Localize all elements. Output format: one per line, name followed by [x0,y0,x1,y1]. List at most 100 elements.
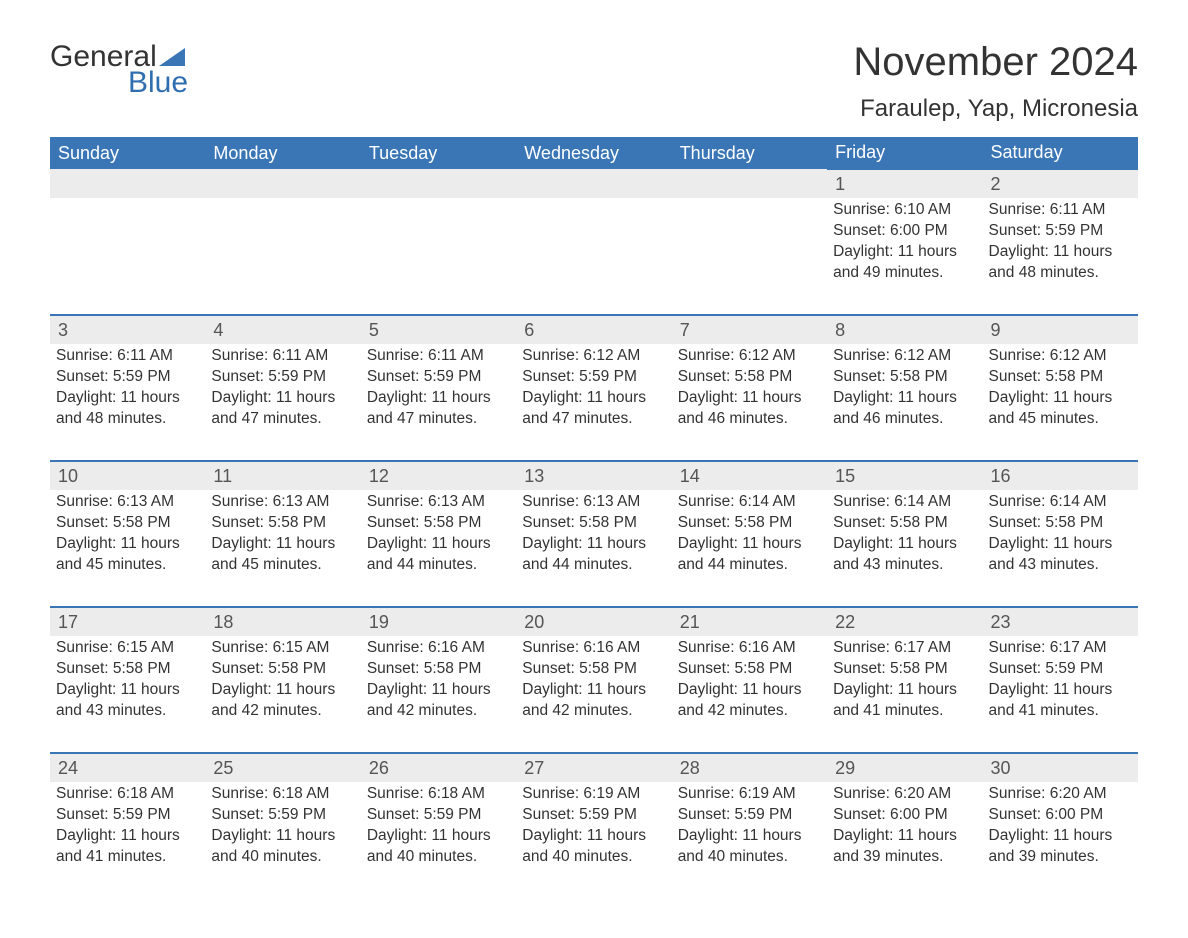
day-number-cell: 18 [205,607,360,636]
day-number-cell: 11 [205,461,360,490]
sunrise-line: Sunrise: 6:18 AM [211,784,354,805]
day-content-cell: Sunrise: 6:14 AMSunset: 5:58 PMDaylight:… [672,490,827,607]
day-number-cell: 27 [516,753,671,782]
day-number-cell: 4 [205,315,360,344]
day-number-cell: 8 [827,315,982,344]
weekday-header-row: Sunday Monday Tuesday Wednesday Thursday… [50,137,1138,169]
sunrise-line: Sunrise: 6:17 AM [833,638,976,659]
day-number-cell: 23 [983,607,1138,636]
calendar-table: Sunday Monday Tuesday Wednesday Thursday… [50,137,1138,898]
daylight-line: Daylight: 11 hours and 44 minutes. [367,534,510,576]
sunset-line: Sunset: 5:58 PM [833,367,976,388]
sunrise-line: Sunrise: 6:20 AM [989,784,1132,805]
sunrise-line: Sunrise: 6:11 AM [56,346,199,367]
sunset-line: Sunset: 5:58 PM [678,513,821,534]
sunset-line: Sunset: 6:00 PM [833,805,976,826]
sunset-line: Sunset: 5:58 PM [678,367,821,388]
sunset-line: Sunset: 5:58 PM [522,513,665,534]
sunset-line: Sunset: 5:59 PM [989,659,1132,680]
sunset-line: Sunset: 6:00 PM [833,221,976,242]
daylight-line: Daylight: 11 hours and 48 minutes. [56,388,199,430]
daylight-line: Daylight: 11 hours and 39 minutes. [833,826,976,868]
day-content-cell: Sunrise: 6:20 AMSunset: 6:00 PMDaylight:… [983,782,1138,898]
day-content-cell: Sunrise: 6:19 AMSunset: 5:59 PMDaylight:… [516,782,671,898]
day-number-cell [672,169,827,198]
logo-triangle-icon [159,48,185,66]
weekday-header: Friday [827,137,982,169]
day-number-row: 3456789 [50,315,1138,344]
daylight-line: Daylight: 11 hours and 40 minutes. [367,826,510,868]
day-content-cell: Sunrise: 6:14 AMSunset: 5:58 PMDaylight:… [827,490,982,607]
day-number-cell: 14 [672,461,827,490]
day-number-cell: 25 [205,753,360,782]
day-number-cell: 5 [361,315,516,344]
sunrise-line: Sunrise: 6:15 AM [211,638,354,659]
day-content-cell: Sunrise: 6:16 AMSunset: 5:58 PMDaylight:… [516,636,671,753]
calendar-body: 12 Sunrise: 6:10 AMSunset: 6:00 PMDayligh… [50,169,1138,898]
sunrise-line: Sunrise: 6:13 AM [211,492,354,513]
sunrise-line: Sunrise: 6:14 AM [678,492,821,513]
sunset-line: Sunset: 6:00 PM [989,805,1132,826]
day-number-cell: 17 [50,607,205,636]
weekday-header: Saturday [983,137,1138,169]
daylight-line: Daylight: 11 hours and 47 minutes. [367,388,510,430]
sunset-line: Sunset: 5:59 PM [367,805,510,826]
daylight-line: Daylight: 11 hours and 40 minutes. [678,826,821,868]
day-number-cell [205,169,360,198]
sunrise-line: Sunrise: 6:16 AM [522,638,665,659]
logo: General Blue [50,40,188,100]
day-number-cell [516,169,671,198]
sunset-line: Sunset: 5:59 PM [56,367,199,388]
sunrise-line: Sunrise: 6:20 AM [833,784,976,805]
daylight-line: Daylight: 11 hours and 40 minutes. [211,826,354,868]
daylight-line: Daylight: 11 hours and 43 minutes. [56,680,199,722]
day-number-cell: 9 [983,315,1138,344]
sunrise-line: Sunrise: 6:12 AM [678,346,821,367]
day-content-cell: Sunrise: 6:19 AMSunset: 5:59 PMDaylight:… [672,782,827,898]
day-content-cell [672,198,827,315]
day-content-cell: Sunrise: 6:16 AMSunset: 5:58 PMDaylight:… [672,636,827,753]
sunset-line: Sunset: 5:59 PM [522,367,665,388]
daylight-line: Daylight: 11 hours and 49 minutes. [833,242,976,284]
sunrise-line: Sunrise: 6:19 AM [678,784,821,805]
day-content-cell: Sunrise: 6:13 AMSunset: 5:58 PMDaylight:… [361,490,516,607]
sunset-line: Sunset: 5:58 PM [211,513,354,534]
day-number-cell: 22 [827,607,982,636]
day-content-cell: Sunrise: 6:15 AMSunset: 5:58 PMDaylight:… [50,636,205,753]
daylight-line: Daylight: 11 hours and 45 minutes. [211,534,354,576]
day-content-cell: Sunrise: 6:14 AMSunset: 5:58 PMDaylight:… [983,490,1138,607]
day-content-cell: Sunrise: 6:20 AMSunset: 6:00 PMDaylight:… [827,782,982,898]
day-content-cell: Sunrise: 6:10 AMSunset: 6:00 PMDaylight:… [827,198,982,315]
sunset-line: Sunset: 5:58 PM [56,659,199,680]
day-number-cell: 10 [50,461,205,490]
day-content-cell: Sunrise: 6:18 AMSunset: 5:59 PMDaylight:… [361,782,516,898]
day-number-cell: 7 [672,315,827,344]
sunrise-line: Sunrise: 6:14 AM [833,492,976,513]
day-number-cell: 21 [672,607,827,636]
day-content-cell: Sunrise: 6:18 AMSunset: 5:59 PMDaylight:… [50,782,205,898]
day-content-cell [516,198,671,315]
month-title: November 2024 [853,40,1138,85]
sunset-line: Sunset: 5:58 PM [833,659,976,680]
sunrise-line: Sunrise: 6:19 AM [522,784,665,805]
day-number-cell: 12 [361,461,516,490]
day-content-cell: Sunrise: 6:11 AMSunset: 5:59 PMDaylight:… [983,198,1138,315]
daylight-line: Daylight: 11 hours and 47 minutes. [522,388,665,430]
day-content-cell: Sunrise: 6:12 AMSunset: 5:58 PMDaylight:… [672,344,827,461]
day-number-row: 10111213141516 [50,461,1138,490]
sunrise-line: Sunrise: 6:11 AM [211,346,354,367]
daylight-line: Daylight: 11 hours and 45 minutes. [989,388,1132,430]
day-content-cell: Sunrise: 6:17 AMSunset: 5:58 PMDaylight:… [827,636,982,753]
sunrise-line: Sunrise: 6:12 AM [989,346,1132,367]
sunrise-line: Sunrise: 6:13 AM [56,492,199,513]
sunset-line: Sunset: 5:58 PM [989,513,1132,534]
logo-text-blue: Blue [128,66,188,100]
sunset-line: Sunset: 5:59 PM [678,805,821,826]
day-content-cell: Sunrise: 6:12 AMSunset: 5:59 PMDaylight:… [516,344,671,461]
day-content-cell [205,198,360,315]
day-number-cell: 19 [361,607,516,636]
weekday-header: Tuesday [361,137,516,169]
sunrise-line: Sunrise: 6:12 AM [522,346,665,367]
sunrise-line: Sunrise: 6:14 AM [989,492,1132,513]
day-content-cell: Sunrise: 6:13 AMSunset: 5:58 PMDaylight:… [516,490,671,607]
